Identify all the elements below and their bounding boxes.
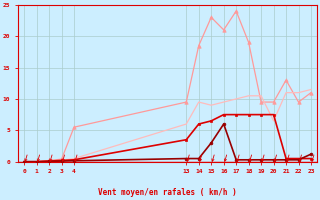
X-axis label: Vent moyen/en rafales ( km/h ): Vent moyen/en rafales ( km/h ) bbox=[98, 188, 237, 197]
